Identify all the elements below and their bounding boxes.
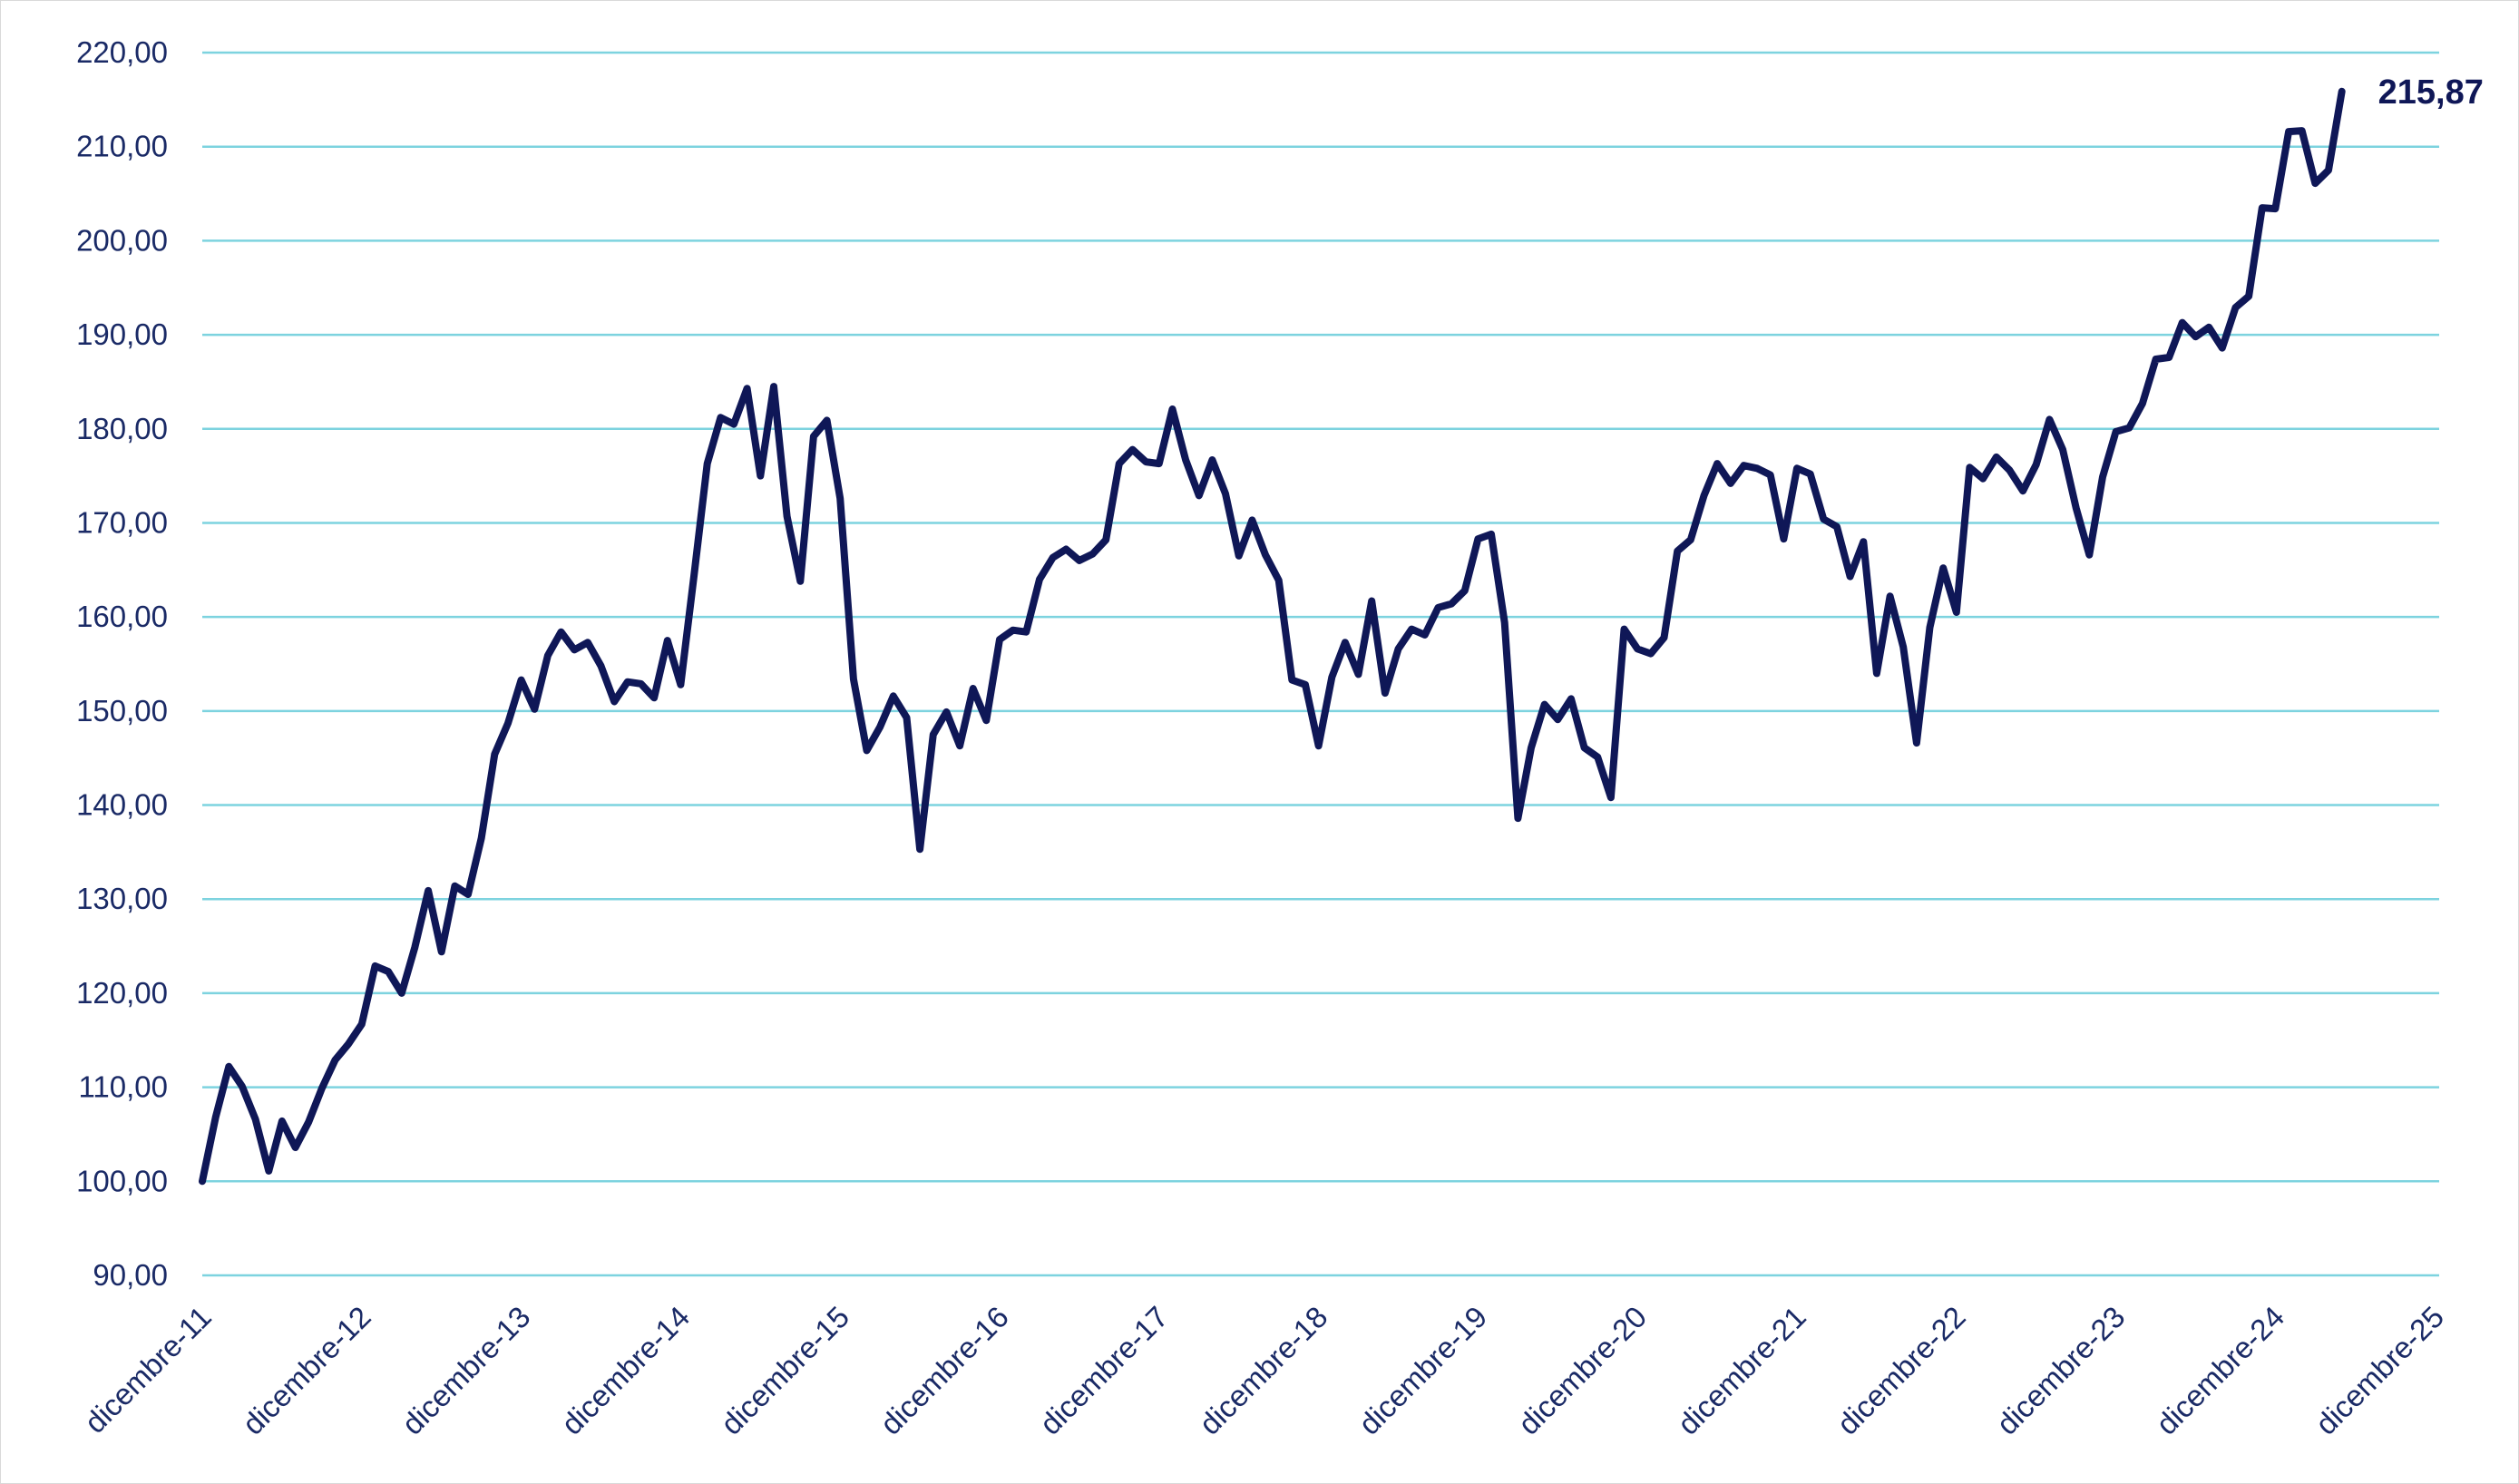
y-tick-label: 130,00 [76, 882, 168, 915]
x-tick-label: dicembre-11 [78, 1300, 218, 1440]
last-value-label: 215,87 [2378, 73, 2484, 112]
x-tick-label: dicembre-22 [1831, 1300, 1972, 1441]
series-line [199, 87, 2346, 1186]
y-tick-label: 210,00 [76, 130, 168, 163]
x-tick-label: dicembre-19 [1352, 1300, 1493, 1441]
y-tick-label: 200,00 [76, 223, 168, 257]
x-axis-ticks: dicembre-11 dicembre-12 dicembre-13 dicembr… [78, 1300, 2450, 1441]
y-tick-label: 120,00 [76, 976, 168, 1010]
x-tick-label: dicembre-13 [395, 1300, 537, 1441]
data-label-layer: 215,87 [2378, 73, 2484, 112]
y-tick-label: 100,00 [76, 1164, 168, 1197]
y-tick-label: 140,00 [76, 788, 168, 822]
y-tick-label: 150,00 [76, 694, 168, 727]
y-tick-label: 170,00 [76, 505, 168, 539]
y-tick-label: 90,00 [93, 1258, 168, 1292]
series-layer [199, 87, 2346, 1186]
y-tick-label: 180,00 [76, 412, 168, 445]
x-tick-label: dicembre-17 [1033, 1300, 1175, 1441]
x-tick-label: dicembre-20 [1511, 1300, 1653, 1441]
x-tick-label: dicembre-14 [554, 1300, 696, 1441]
x-tick-label: dicembre-24 [2149, 1300, 2290, 1441]
x-tick-label: dicembre-25 [2309, 1300, 2450, 1441]
y-axis-ticks: 90,00 100,00 110,00 120,00 130,00 140,00 150,0… [76, 35, 168, 1292]
x-tick-label: dicembre-12 [236, 1300, 377, 1441]
y-tick-label: 220,00 [76, 35, 168, 69]
x-tick-label: dicembre-21 [1671, 1300, 1812, 1441]
x-tick-label: dicembre-23 [1990, 1300, 2132, 1441]
x-tick-label: dicembre-18 [1193, 1300, 1334, 1441]
gridlines [202, 51, 2439, 1277]
x-tick-label: dicembre-16 [874, 1300, 1015, 1441]
y-tick-label: 160,00 [76, 600, 168, 633]
y-tick-label: 190,00 [76, 317, 168, 351]
y-tick-label: 110,00 [79, 1070, 168, 1104]
x-tick-label: dicembre-15 [714, 1300, 855, 1441]
